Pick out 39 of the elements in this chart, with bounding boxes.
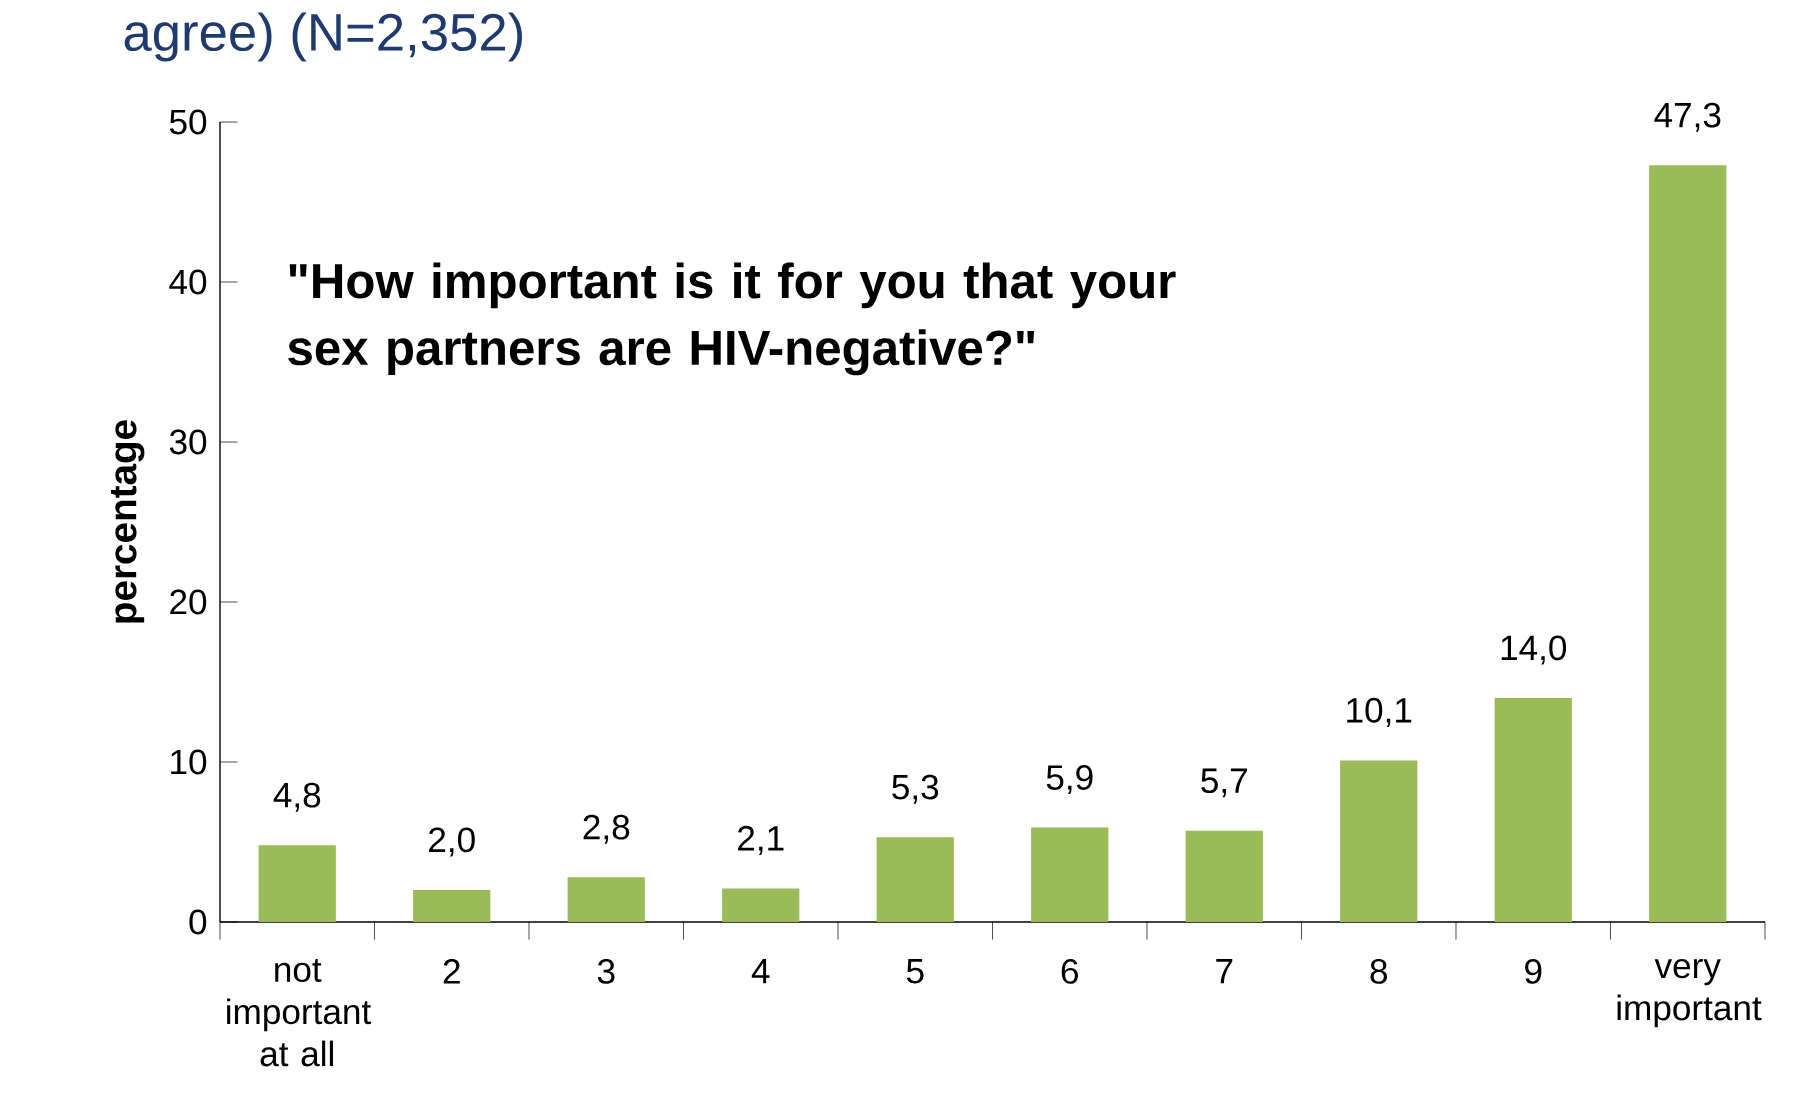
bar bbox=[1340, 760, 1418, 922]
y-tick-label: 20 bbox=[170, 589, 207, 615]
data-label: 2,8 bbox=[583, 814, 630, 844]
bar bbox=[1031, 827, 1109, 922]
bar bbox=[1649, 165, 1727, 922]
bar bbox=[722, 888, 800, 922]
x-tick-label: 9 bbox=[1525, 959, 1542, 984]
x-tick-label: very important bbox=[1617, 959, 1762, 1028]
x-tick-label: 6 bbox=[1061, 959, 1078, 984]
data-label: 5,3 bbox=[892, 774, 939, 804]
data-label: 5,7 bbox=[1201, 768, 1247, 798]
data-label: 4,8 bbox=[273, 782, 321, 812]
x-tick-label: 5 bbox=[906, 958, 924, 984]
bar bbox=[413, 889, 491, 922]
x-tick-label: not important at all bbox=[227, 959, 371, 1067]
data-label: 14,0 bbox=[1501, 635, 1567, 665]
y-axis-title: percentage bbox=[110, 420, 145, 623]
bar bbox=[258, 845, 336, 922]
data-label: 47,3 bbox=[1654, 102, 1721, 132]
y-tick-label: 10 bbox=[171, 749, 207, 775]
bar bbox=[1494, 698, 1572, 922]
data-label: 2,0 bbox=[429, 827, 475, 857]
y-tick-label: 0 bbox=[189, 909, 207, 935]
x-tick-label: 2 bbox=[443, 959, 460, 984]
data-label: 10,1 bbox=[1347, 697, 1412, 727]
bar bbox=[1185, 830, 1263, 922]
x-tick-label: 7 bbox=[1216, 958, 1233, 984]
x-tick-label: 3 bbox=[597, 959, 615, 984]
bar bbox=[876, 837, 954, 922]
data-label: 5,9 bbox=[1046, 765, 1093, 795]
x-tick-label: 4 bbox=[751, 958, 770, 984]
y-tick-label: 30 bbox=[169, 429, 207, 455]
data-label: 2,1 bbox=[738, 825, 784, 855]
y-tick-label: 40 bbox=[169, 269, 207, 295]
y-tick-label: 50 bbox=[169, 109, 207, 135]
x-tick-label: 8 bbox=[1370, 959, 1387, 984]
bar bbox=[567, 877, 645, 922]
chart-title: agree) (N=2,352) bbox=[124, 12, 522, 62]
annotation: "How important is it for you that your sex partners are HIV-negative?" bbox=[288, 262, 1176, 376]
